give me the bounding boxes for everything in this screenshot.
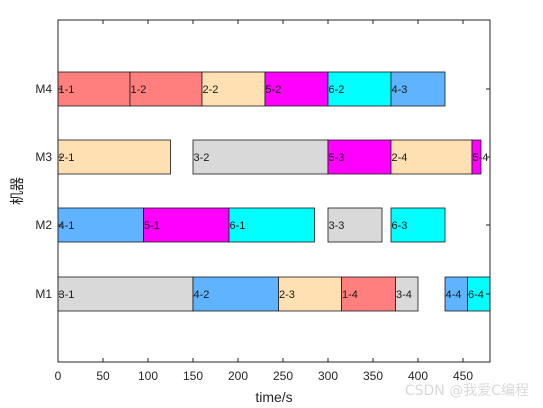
task-bar-6-2: [327, 71, 392, 107]
ticks-layer: 0 50 100 150 200 250 300 350 400 450 M1 M2 M3 M4: [35, 20, 490, 383]
task-label-1-1: 1-1: [59, 84, 75, 96]
task-bar-2-4: [390, 139, 473, 175]
y-tick-label-M4: M4: [35, 82, 52, 96]
y-tick-label-M1: M1: [35, 287, 52, 301]
task-label-6-4: 6-4: [468, 289, 484, 301]
task-label-3-1: 3-1: [59, 289, 75, 301]
task-bar-5-1: [143, 207, 230, 243]
task-bar-3-2: [192, 139, 329, 175]
task-label-2-3: 2-3: [279, 289, 295, 301]
x-tick-label-300: 300: [318, 369, 338, 383]
task-label-2-1: 2-1: [59, 152, 75, 164]
task-label-1-2: 1-2: [131, 84, 147, 96]
task-label-6-1: 6-1: [230, 220, 246, 232]
task-label-3-3: 3-3: [329, 220, 345, 232]
task-bar-5-4: [471, 139, 482, 175]
y-axis-title: 机器: [9, 177, 25, 205]
task-label-5-3: 5-3: [329, 152, 345, 164]
x-tick-label-200: 200: [228, 369, 248, 383]
task-bar-4-1: [57, 207, 144, 243]
bars-layer: 1-1 1-2 2-2 5-2 6-2 4-3 2-1 3-2 5-3 2-4 5-4 4-1 5-1 6…: [57, 71, 491, 312]
task-bar-2-3: [278, 276, 342, 312]
x-tick-label-450: 450: [453, 369, 473, 383]
x-axis-title: time/s: [255, 389, 292, 405]
task-bar-6-1: [228, 207, 315, 243]
task-label-3-2: 3-2: [194, 152, 210, 164]
task-label-5-4: 5-4: [473, 152, 489, 164]
task-label-4-4: 4-4: [446, 289, 462, 301]
task-bar-4-2: [192, 276, 279, 312]
task-label-3-4: 3-4: [396, 289, 412, 301]
task-label-4-3: 4-3: [392, 84, 408, 96]
x-tick-label-100: 100: [138, 369, 158, 383]
task-label-5-1: 5-1: [144, 220, 160, 232]
task-bar-3-3: [327, 207, 383, 243]
task-label-6-3: 6-3: [392, 220, 408, 232]
watermark: CSDN @我爱C编程: [404, 383, 529, 399]
task-bar-1-1: [57, 71, 131, 107]
x-tick-label-350: 350: [363, 369, 383, 383]
task-label-4-1: 4-1: [59, 220, 75, 232]
task-bar-2-2: [201, 71, 266, 107]
task-label-1-4: 1-4: [342, 289, 358, 301]
x-tick-label-50: 50: [96, 369, 110, 383]
task-bar-2-1: [57, 139, 171, 175]
task-bar-1-2: [129, 71, 203, 107]
task-label-5-2: 5-2: [266, 84, 282, 96]
task-label-4-2: 4-2: [194, 289, 210, 301]
axes-frame: [57, 19, 491, 363]
x-tick-label-0: 0: [55, 369, 62, 383]
task-bar-3-1: [57, 276, 194, 312]
y-tick-label-M3: M3: [35, 150, 52, 164]
x-tick-label-250: 250: [273, 369, 293, 383]
x-tick-label-400: 400: [408, 369, 428, 383]
task-bar-4-3: [390, 71, 446, 107]
task-bar-3-4: [395, 276, 419, 312]
task-label-6-2: 6-2: [329, 84, 345, 96]
x-tick-label-150: 150: [183, 369, 203, 383]
y-tick-label-M2: M2: [35, 218, 52, 232]
task-bar-5-3: [327, 139, 392, 175]
task-label-2-2: 2-2: [203, 84, 219, 96]
task-bar-6-3: [390, 207, 446, 243]
task-label-2-4: 2-4: [392, 152, 408, 164]
